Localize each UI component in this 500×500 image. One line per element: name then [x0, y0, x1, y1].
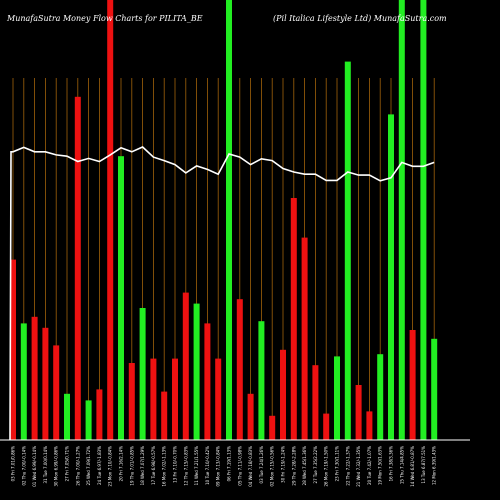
bar	[193, 303, 200, 440]
bar-series	[10, 0, 438, 441]
bar	[236, 299, 243, 440]
bar	[118, 156, 124, 440]
x-tick-label: 25 Wed 7.09/1.72%	[86, 446, 91, 486]
x-tick-label: 16 Fri 7.38/3.36%	[389, 446, 394, 482]
bar	[258, 321, 265, 440]
x-tick-label: 18 Wed 7.07/1.29%	[140, 446, 145, 486]
x-tick-label: 26 Thu 7.00/-1.27%	[75, 446, 80, 486]
x-tick-label: 12 Thu 7.15/-0.83%	[183, 446, 188, 486]
x-tick-label: 02 Thu 7.00/-0.14%	[21, 446, 26, 486]
bar	[323, 413, 330, 440]
x-tick-label: 19 Thu 7.01/-0.85%	[129, 446, 134, 486]
bar	[301, 237, 308, 440]
x-tick-label: 19 Mon 7.50/1.63%	[378, 446, 383, 485]
bar	[247, 393, 254, 440]
x-tick-label: 15 Thu 7.14/4.85%	[399, 446, 404, 484]
x-tick-label: 23 Fri 7.30/1.11%	[335, 446, 340, 482]
bar	[280, 349, 286, 440]
bar	[20, 323, 27, 440]
bar	[269, 415, 276, 440]
x-tick-label: 28 Wed 7.45/1.36%	[302, 446, 307, 486]
x-tick-label: 10 Tue 7.10/-0.42%	[205, 446, 210, 485]
x-tick-label: 11 Wed 7.21/1.55%	[194, 446, 199, 486]
bar	[366, 411, 373, 440]
x-tick-label: 13 Tue 6.87/7.51%	[421, 446, 426, 484]
bar	[85, 400, 92, 440]
x-tick-label: 29 Thu 7.28/-2.28%	[291, 446, 296, 486]
bar	[290, 198, 297, 440]
x-tick-label: 27 Fri 7.05/0.71%	[65, 446, 70, 482]
x-tick-label: 27 Tue 7.35/2.22%	[313, 446, 318, 484]
bar	[344, 61, 351, 440]
x-tick-label: 03 Fri 7.01/0.86%	[11, 446, 16, 482]
x-tick-label: 20 Fri 7.16/2.14%	[119, 446, 124, 482]
bar	[128, 363, 135, 440]
bar	[182, 292, 189, 440]
bar	[161, 391, 168, 440]
x-tick-label: 14 Wed 6.81/-0.87%	[410, 446, 415, 487]
x-tick-label: 23 Mon 7.10/-0.84%	[108, 446, 113, 487]
x-tick-label: 13 Fri 7.10/-0.70%	[173, 446, 178, 483]
bar	[64, 393, 70, 440]
chart-title-right: (Pil Italica Lifestyle Ltd) MunafaSutra.…	[273, 14, 447, 23]
x-tick-label: 20 Tue 7.42/-1.07%	[367, 446, 372, 485]
bar	[204, 323, 211, 440]
bar	[74, 96, 81, 441]
bar	[398, 0, 405, 440]
x-tick-label: 04 Wed 7.18/-0.83%	[248, 446, 253, 487]
bar	[172, 358, 178, 440]
x-tick-label: 26 Mon 7.19/-1.50%	[324, 446, 329, 487]
bar	[355, 385, 362, 440]
bar	[31, 316, 38, 440]
x-tick-label: 06 Fri 7.19/1.13%	[227, 446, 232, 482]
x-tick-label: 03 Tue 7.24/1.26%	[259, 446, 264, 484]
x-tick-label: 30 Fri 7.19/-1.24%	[281, 446, 286, 483]
bar	[377, 354, 384, 440]
money-flow-line	[9, 146, 435, 441]
x-tick-label: 02 Mon 7.15/-0.56%	[270, 446, 275, 487]
bar	[431, 338, 438, 440]
bar	[420, 0, 427, 440]
bar	[226, 0, 232, 440]
x-tick-label: 01 Wed 6.99/-0.14%	[32, 446, 37, 487]
bar	[53, 345, 60, 440]
bar	[409, 330, 416, 440]
chart-title-left: MunafaSutra Money Flow Charts for PILITA…	[6, 14, 203, 23]
bar	[96, 389, 103, 440]
x-tick-label: 21 Wed 7.32/-1.35%	[356, 446, 361, 487]
bar	[334, 356, 340, 440]
bar	[10, 259, 16, 440]
x-tick-label: 09 Mon 7.13/-0.84%	[216, 446, 221, 487]
x-tick-label: 24 Tue 6.97/-1.83%	[97, 446, 102, 485]
x-tick-labels: 03 Fri 7.01/0.86% 02 Thu 7.00/-0.14% 01 We…	[11, 446, 437, 487]
x-tick-label: 16 Mon 7.02/-1.13%	[162, 446, 167, 487]
bar	[312, 365, 319, 440]
bar	[388, 114, 394, 441]
x-tick-label: 17 Tue 6.98/-0.57%	[151, 446, 156, 485]
x-tick-label: 31 Tue 7.00/0.14%	[43, 446, 48, 484]
bar	[107, 0, 114, 440]
x-tick-label: 05 Thu 7.11/-0.98%	[237, 446, 242, 486]
bar	[150, 358, 157, 440]
bar	[215, 358, 222, 440]
bar	[139, 308, 146, 440]
bar	[42, 327, 49, 440]
x-tick-label: 12 Mon 6.39/1.43%	[432, 446, 437, 485]
x-tick-label: 30 Mon 6.99/-0.86%	[54, 446, 59, 487]
x-tick-label: 22 Thu 7.22/-1.37%	[345, 446, 350, 486]
